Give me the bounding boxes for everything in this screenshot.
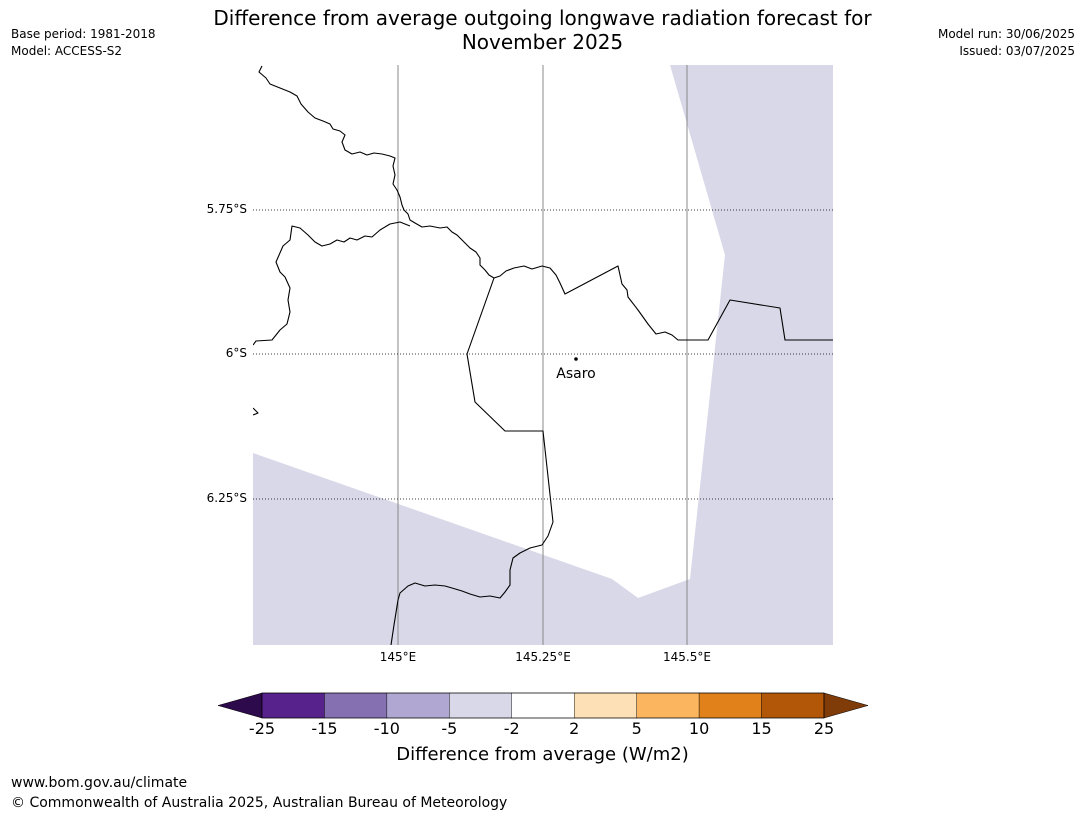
colorbar-segment xyxy=(761,692,825,719)
title-line-2: November 2025 xyxy=(461,30,624,54)
province-boundary-south xyxy=(390,521,554,645)
colorbar-segment xyxy=(324,692,388,719)
colorbar-outline xyxy=(261,692,825,719)
colorbar-tick-label: -5 xyxy=(441,719,458,738)
colorbar-tick-label: -2 xyxy=(503,719,520,738)
colorbar-tick-label: 25 xyxy=(813,719,835,738)
colorbar-tick-label: 10 xyxy=(688,719,710,738)
colorbar-tick-label: 15 xyxy=(751,719,772,738)
lon-label-145: 145°E xyxy=(379,650,417,664)
colorbar-segment xyxy=(511,692,575,719)
colorbar-over-arrow xyxy=(823,692,869,719)
lat-label-6: 6°S xyxy=(225,346,247,360)
province-boundary-west xyxy=(253,221,411,346)
colorbar-segment xyxy=(574,692,637,719)
colorbar-segment xyxy=(261,692,325,719)
colorbar-segment xyxy=(698,692,762,719)
colorbar-label: Difference from average (W/m2) xyxy=(396,744,689,765)
anomaly-region-east xyxy=(253,65,833,645)
base-period-text: Base period: 1981-2018 xyxy=(11,27,156,41)
boundary-fragment-west xyxy=(253,407,259,416)
colorbar-tick-label: -15 xyxy=(311,719,338,738)
colorbar-segment xyxy=(636,692,700,719)
colorbar-tick-label: -10 xyxy=(373,719,400,738)
issued-text: Issued: 03/07/2025 xyxy=(959,44,1075,58)
colorbar-tick-label: 2 xyxy=(569,719,580,738)
lon-label-145-5: 145.5°E xyxy=(663,650,711,664)
colorbar-tick-label: 5 xyxy=(631,719,642,738)
colorbar-segment xyxy=(449,692,512,719)
colorbar-tick-label: -25 xyxy=(248,719,276,738)
province-boundary-center xyxy=(493,265,833,341)
lon-label-145-25: 145.25°E xyxy=(515,650,571,664)
model-text: Model: ACCESS-S2 xyxy=(11,44,123,58)
asaro-label: Asaro xyxy=(556,366,595,382)
footer-url[interactable]: www.bom.gov.au/climate xyxy=(11,775,188,791)
district-boundary-west xyxy=(466,277,554,523)
footer-copyright: © Commonwealth of Australia 2025, Austra… xyxy=(11,795,508,811)
lat-label-5-75: 5.75°S xyxy=(206,202,247,216)
colorbar-under-arrow xyxy=(217,692,263,719)
asaro-location-marker xyxy=(574,357,578,361)
lat-label-6-25: 6.25°S xyxy=(206,491,247,505)
model-run-text: Model run: 30/06/2025 xyxy=(937,27,1075,41)
colorbar-segment xyxy=(386,692,450,719)
province-boundary-north xyxy=(258,65,495,279)
page-title: Difference from average outgoing longwav… xyxy=(0,6,1085,54)
title-line-1: Difference from average outgoing longwav… xyxy=(213,6,872,30)
